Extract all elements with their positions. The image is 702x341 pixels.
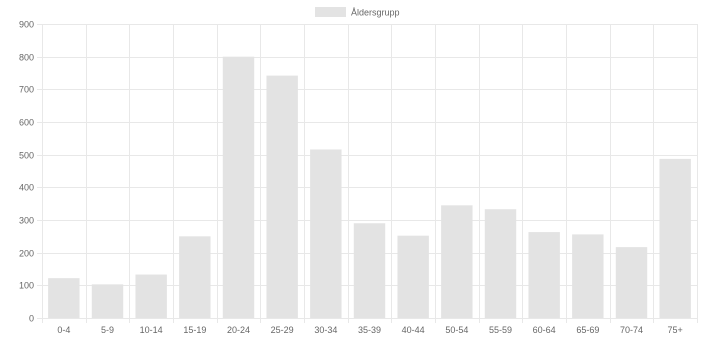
y-tick-label: 900 <box>19 20 34 30</box>
y-tick-label: 100 <box>19 281 34 291</box>
y-tick-label: 800 <box>19 53 34 63</box>
x-tick-label: 55-59 <box>489 325 512 335</box>
x-tick-label: 60-64 <box>533 325 556 335</box>
bar-40-44[interactable] <box>397 235 429 318</box>
y-axis-ticks: 0 100 200 300 400 500 600 700 800 900 <box>19 20 34 324</box>
y-tick-label: 300 <box>19 216 34 226</box>
bar-75+[interactable] <box>659 158 691 318</box>
x-tick-label: 25-29 <box>271 325 294 335</box>
x-tick-label: 10-14 <box>140 325 163 335</box>
bar-65-69[interactable] <box>572 234 604 318</box>
y-tick-label: 400 <box>19 183 34 193</box>
bar-50-54[interactable] <box>441 205 473 318</box>
bar-25-29[interactable] <box>266 75 298 318</box>
x-tick-label: 40-44 <box>402 325 425 335</box>
bar-35-39[interactable] <box>353 223 386 318</box>
bar-10-14[interactable] <box>135 274 167 318</box>
legend-swatch <box>315 7 346 17</box>
x-tick-label: 75+ <box>668 325 683 335</box>
bar-5-9[interactable] <box>91 284 124 318</box>
y-tick-label: 600 <box>19 118 34 128</box>
gridlines <box>37 24 698 323</box>
x-tick-label: 5-9 <box>101 325 114 335</box>
x-tick-label: 35-39 <box>358 325 381 335</box>
y-tick-label: 200 <box>19 249 34 259</box>
bar-20-24[interactable] <box>222 56 255 319</box>
x-tick-label: 15-19 <box>183 325 206 335</box>
legend-label: Åldersgrupp <box>351 8 400 18</box>
legend[interactable]: Åldersgrupp <box>315 7 400 18</box>
y-tick-label: 500 <box>19 151 34 161</box>
bar-70-74[interactable] <box>615 247 648 318</box>
bar-55-59[interactable] <box>484 209 517 318</box>
bar-60-64[interactable] <box>528 232 560 318</box>
x-tick-label: 0-4 <box>57 325 70 335</box>
bar-15-19[interactable] <box>179 236 211 318</box>
x-tick-label: 20-24 <box>227 325 250 335</box>
x-tick-label: 50-54 <box>445 325 468 335</box>
x-tick-label: 30-34 <box>314 325 337 335</box>
x-tick-label: 65-69 <box>576 325 599 335</box>
x-tick-label: 70-74 <box>620 325 643 335</box>
x-axis-ticks: 0-4 5-9 10-14 15-19 20-24 25-29 30-34 35-39 40-4… <box>57 325 682 335</box>
bar-0-4[interactable] <box>48 278 80 318</box>
y-tick-label: 700 <box>19 85 34 95</box>
bar-30-34[interactable] <box>310 149 342 318</box>
y-tick-label: 0 <box>29 314 34 324</box>
bars <box>48 56 691 319</box>
